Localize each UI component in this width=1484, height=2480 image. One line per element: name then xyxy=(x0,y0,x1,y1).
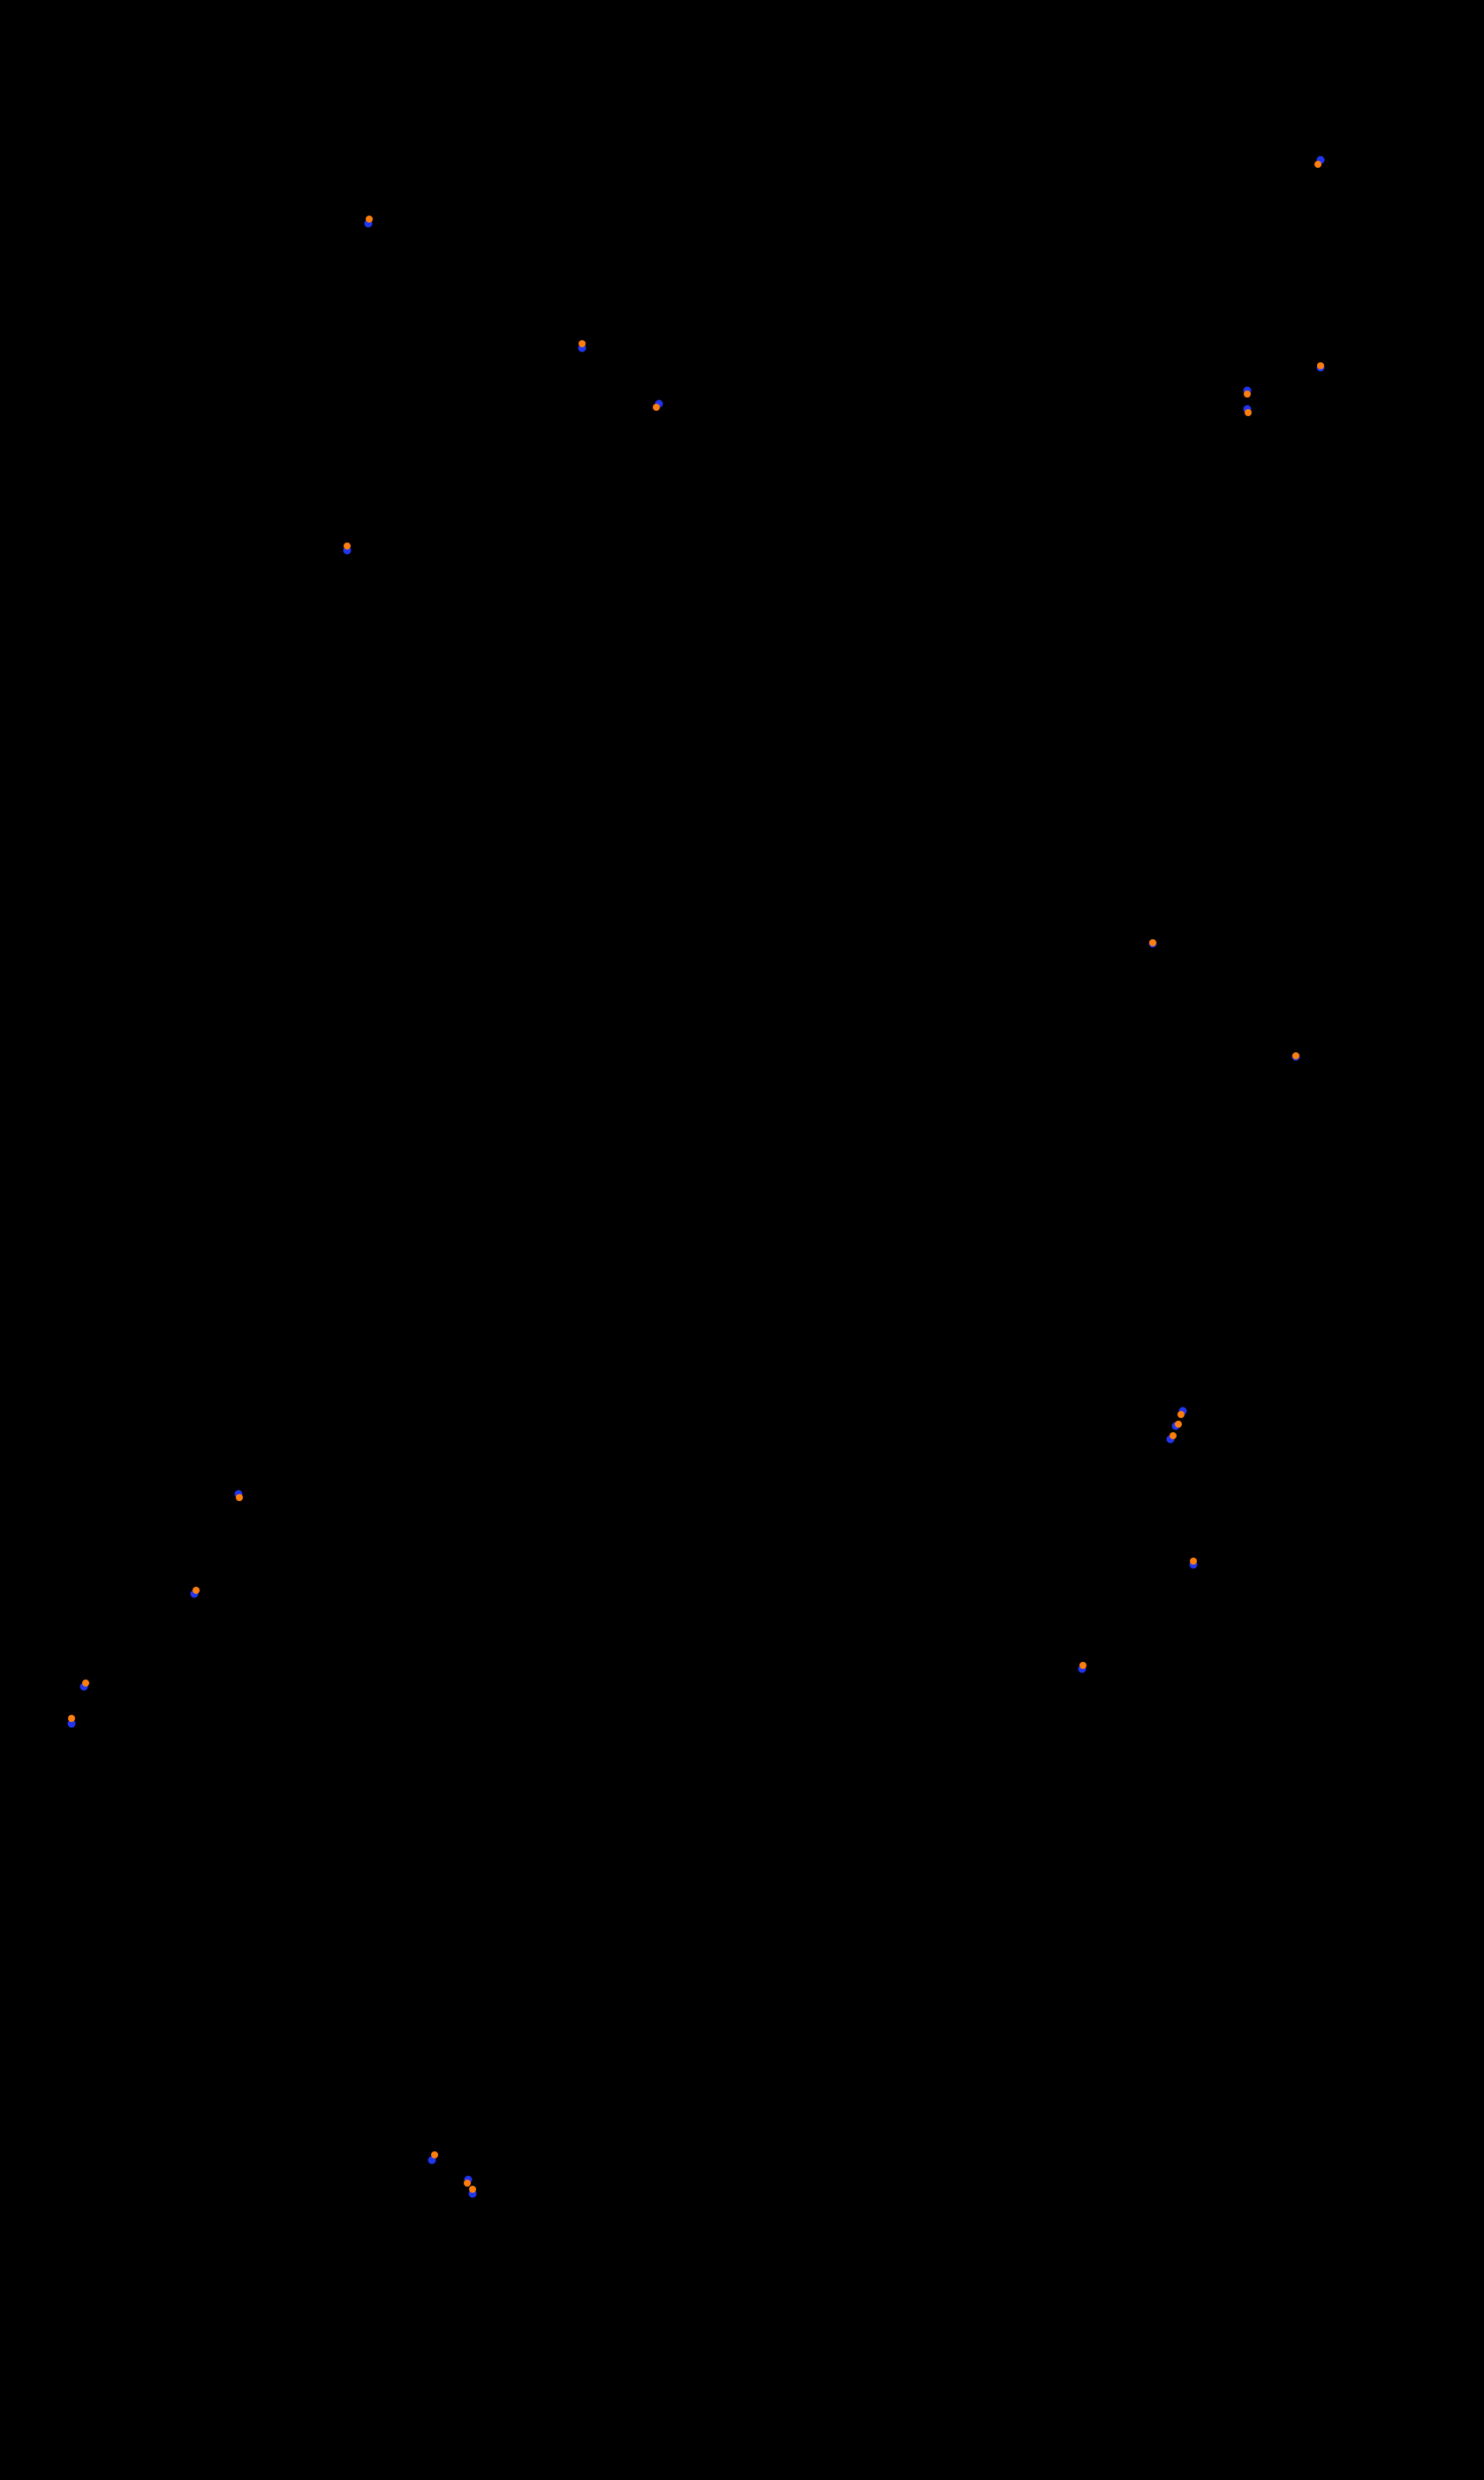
scatter-point-orange xyxy=(1314,161,1321,168)
scatter-point-orange xyxy=(579,340,586,347)
scatter-point-orange xyxy=(236,1494,243,1501)
scatter-point-blue xyxy=(1316,155,1325,164)
scatter-point-orange xyxy=(344,542,351,550)
scatter-point-orange xyxy=(431,2151,438,2158)
scatter-point-orange xyxy=(1175,1421,1182,1428)
scatter-point-orange xyxy=(366,216,373,223)
scatter-point-orange xyxy=(1170,1432,1177,1439)
scatter-point-orange xyxy=(469,2186,476,2193)
scatter-point-orange xyxy=(1292,1052,1299,1059)
scatter-point-orange xyxy=(1317,362,1324,369)
scatter-point-blue xyxy=(1078,1665,1086,1673)
scatter-point-orange xyxy=(1149,939,1156,946)
scatter-point-orange xyxy=(1245,409,1252,416)
scatter-point-orange xyxy=(464,2180,471,2187)
scatter-point-orange xyxy=(1244,391,1251,398)
scatter-point-orange xyxy=(68,1715,75,1722)
scatter-point-orange xyxy=(653,404,660,411)
scatter-point-orange xyxy=(82,1680,89,1687)
scatter-point-blue xyxy=(468,2189,477,2198)
scatter-point-blue xyxy=(343,546,352,555)
scatter-point-orange xyxy=(1177,1411,1185,1418)
scatter-point-blue xyxy=(67,1719,76,1728)
scatter-point-orange xyxy=(1190,1558,1197,1565)
scatter-point-blue xyxy=(655,399,663,408)
scatter-point-blue xyxy=(428,2156,436,2165)
scatter-point-blue xyxy=(1166,1435,1175,1444)
scatter-point-blue xyxy=(364,219,373,228)
scatter-point-blue xyxy=(80,1682,88,1691)
scatter-point-blue xyxy=(1189,1560,1198,1569)
scatter-point-orange xyxy=(1079,1662,1086,1669)
scatter-point-blue xyxy=(190,1589,199,1598)
scatter-point-blue xyxy=(578,344,587,353)
scatter-point-orange xyxy=(193,1587,200,1594)
